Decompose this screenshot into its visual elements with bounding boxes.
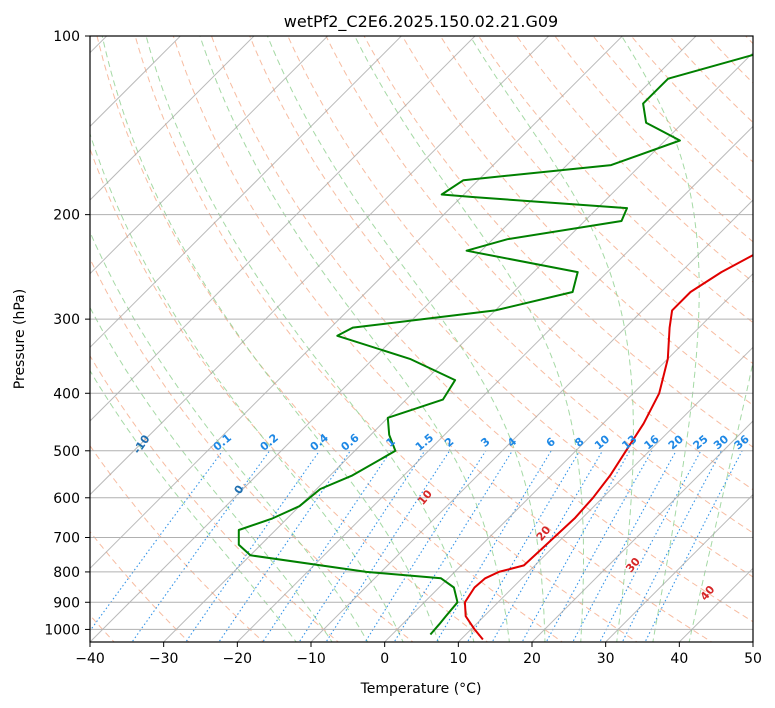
- x-tick-label: 50: [744, 651, 762, 667]
- dewpoint-series-line: [237, 53, 753, 636]
- mixing-ratio-line: [393, 450, 513, 642]
- y-tick-label: 300: [53, 312, 80, 328]
- y-axis-ticks: 100 200 300 400 500 600 700 800 900 1000: [44, 29, 90, 638]
- mixing-ratio-line: [621, 450, 722, 642]
- x-tick-label: −40: [75, 651, 105, 667]
- y-tick-label: 200: [53, 208, 80, 224]
- y-tick-label: 400: [53, 386, 80, 402]
- mixing-ratio-line: [466, 450, 581, 642]
- dry-adiabat-line: [90, 147, 489, 642]
- x-tick-label: −10: [296, 651, 326, 667]
- isotherm-line: [90, 36, 403, 349]
- x-tick-label: 20: [523, 651, 541, 667]
- y-axis-label: Pressure (hPa): [12, 289, 28, 389]
- dry-adiabat-line: [287, 36, 753, 534]
- pressure-gridlines: [90, 36, 753, 630]
- isotherm-line: [604, 493, 753, 642]
- y-tick-label: 800: [53, 565, 80, 581]
- mixing-ratio-line: [572, 450, 677, 642]
- mixing-ratio-line: [298, 450, 426, 642]
- moist-adiabat-line: [90, 230, 369, 642]
- mixing-ratio-line: [218, 450, 351, 642]
- plot-frame: [89, 35, 754, 643]
- x-axis-ticks: −40 −30 −20 −10 0 10 20 30 40 50: [75, 642, 762, 667]
- x-axis-label: Temperature (°C): [360, 681, 482, 697]
- isotherm-line: [90, 36, 697, 642]
- y-tick-label: 1000: [44, 622, 80, 638]
- mixing-ratio-line: [262, 450, 392, 642]
- data-series: [237, 53, 753, 641]
- isotherm-line: [90, 36, 624, 570]
- mixing-ratio-line: [90, 450, 224, 632]
- x-tick-label: −20: [223, 651, 253, 667]
- isotherm-line: [90, 36, 476, 422]
- mixing-ratio-line: [599, 450, 702, 642]
- isotherm-line: [90, 36, 329, 275]
- isotherm-line: [457, 346, 753, 642]
- y-tick-label: 900: [53, 595, 80, 611]
- x-tick-label: 0: [380, 651, 389, 667]
- isotherm-line: [531, 420, 753, 642]
- isotherm-line: [310, 199, 753, 642]
- temperature-series-line: [463, 254, 753, 641]
- mixing-ratio-line: [491, 450, 603, 642]
- isotherm-line: [90, 36, 255, 201]
- x-tick-label: 10: [449, 651, 467, 667]
- mixing-ratio-line: [185, 450, 321, 642]
- y-tick-label: 600: [53, 491, 80, 507]
- x-tick-label: 40: [670, 651, 688, 667]
- isotherm-line: [162, 51, 753, 642]
- y-tick-label: 500: [53, 444, 80, 460]
- chart-title: wetPf2_C2E6.2025.150.02.21.G09: [284, 12, 558, 32]
- mixing-ratio-line: [325, 450, 451, 642]
- dry-adiabat-line: [90, 257, 414, 642]
- isotherm-line: [383, 272, 753, 642]
- x-tick-label: 30: [597, 651, 615, 667]
- isotherm-line: [90, 36, 550, 496]
- x-tick-label: −30: [149, 651, 179, 667]
- y-tick-label: 100: [53, 29, 80, 45]
- y-tick-label: 700: [53, 531, 80, 547]
